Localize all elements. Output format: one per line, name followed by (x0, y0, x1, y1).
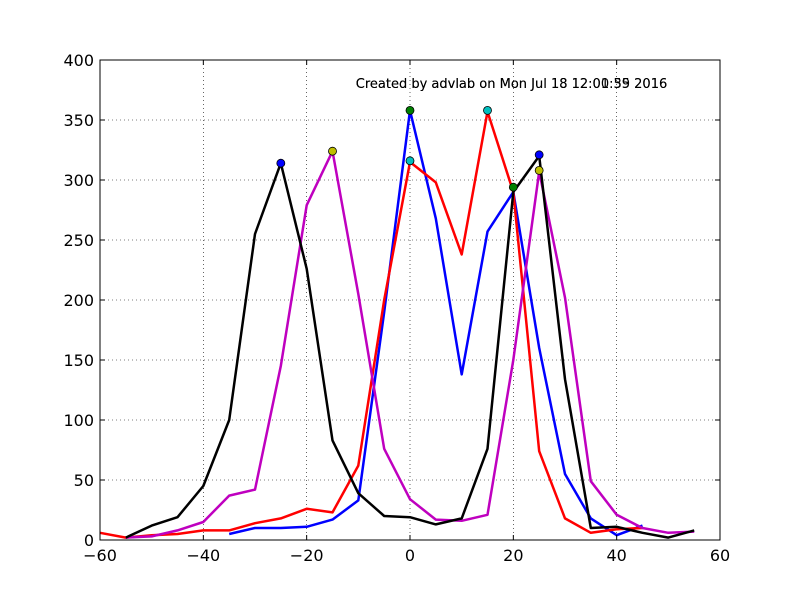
tick-labels: −60 −40 −20 0 20 40 60 0 50 100 150 200 250 300 350 400 (63, 51, 730, 565)
y-tick-label: 200 (63, 291, 94, 310)
series-line (125, 149, 695, 539)
series-line (125, 154, 695, 539)
created-annotation: Created by advlab on Mon Jul 18 12:01:59… (356, 77, 668, 92)
series-layer (99, 109, 695, 539)
y-tick-label: 100 (63, 411, 94, 430)
ticks (99, 59, 721, 541)
peak-marker (328, 146, 337, 156)
series-line (99, 110, 643, 539)
x-tick-label: −20 (290, 546, 324, 565)
series-line (228, 109, 643, 537)
peak-marker (483, 106, 492, 115)
x-tick-label: 40 (606, 546, 626, 565)
peak-marker (534, 150, 544, 160)
x-tick-label: −40 (186, 546, 220, 565)
marker-layer (276, 106, 544, 192)
x-tick-label: 20 (503, 546, 523, 565)
peak-marker (405, 156, 415, 166)
created-annotation: Created by advlab on Mon Jul 18 12:00:35… (356, 77, 668, 92)
grid (100, 60, 720, 540)
peak-marker (508, 182, 518, 192)
peak-marker (534, 165, 544, 175)
x-tick-label: 60 (710, 546, 730, 565)
y-tick-label: 250 (63, 231, 94, 250)
y-tick-label: 0 (84, 531, 94, 550)
y-tick-label: 300 (63, 171, 94, 190)
y-tick-label: 400 (63, 51, 94, 70)
y-tick-label: 150 (63, 351, 94, 370)
y-tick-label: 350 (63, 111, 94, 130)
x-tick-label: 0 (405, 546, 415, 565)
annotation-layer: Created by advlab on Mon Jul 18 12:00:35… (356, 77, 668, 92)
peak-marker (405, 106, 415, 115)
y-tick-label: 50 (74, 471, 94, 490)
peak-marker (276, 158, 286, 168)
x-tick-label: −60 (83, 546, 117, 565)
